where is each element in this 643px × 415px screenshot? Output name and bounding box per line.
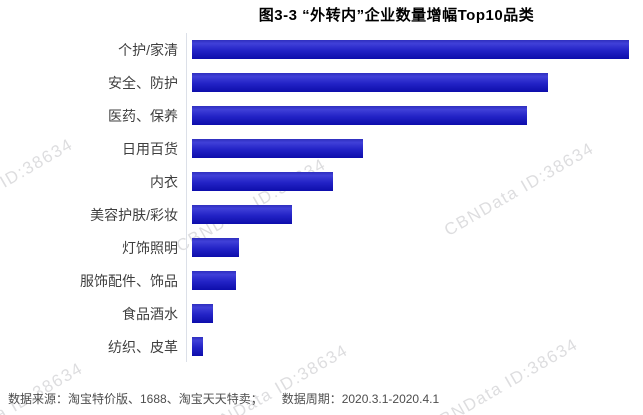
bar-row: 服饰配件、饰品 — [0, 264, 643, 297]
bar — [192, 73, 548, 92]
bar — [192, 304, 213, 323]
bar-row: 日用百货 — [0, 132, 643, 165]
bar-row: 内衣 — [0, 165, 643, 198]
bar-row: 安全、防护 — [0, 66, 643, 99]
bar — [192, 139, 363, 158]
footer-note: 数据来源：淘宝特价版、1688、淘宝天天特卖； 数据周期：2020.3.1-202… — [8, 390, 439, 407]
chart-title: 图3-3 “外转内”企业数量增幅Top10品类 — [258, 7, 535, 24]
category-label: 日用百货 — [122, 140, 178, 157]
y-axis-line — [186, 33, 187, 362]
category-label: 安全、防护 — [108, 74, 178, 91]
bar — [192, 40, 629, 59]
category-label: 医药、保养 — [108, 107, 178, 124]
bar — [192, 271, 236, 290]
category-label: 食品酒水 — [122, 305, 178, 322]
plot-area: 个护/家清安全、防护医药、保养日用百货内衣美容护肤/彩妆灯饰照明服饰配件、饰品食… — [0, 33, 643, 363]
bar-row: 食品酒水 — [0, 297, 643, 330]
bar — [192, 238, 239, 257]
bar — [192, 172, 333, 191]
source-note: 数据来源：淘宝特价版、1688、淘宝天天特卖； — [8, 392, 263, 406]
bar-row: 个护/家清 — [0, 33, 643, 66]
bar — [192, 337, 203, 356]
category-label: 服饰配件、饰品 — [80, 272, 178, 289]
category-label: 内衣 — [150, 173, 178, 190]
category-label: 灯饰照明 — [122, 239, 178, 256]
bar — [192, 106, 527, 125]
category-label: 个护/家清 — [118, 41, 178, 58]
bar-row: 纺织、皮革 — [0, 330, 643, 363]
bar-row: 美容护肤/彩妆 — [0, 198, 643, 231]
category-label: 美容护肤/彩妆 — [90, 206, 178, 223]
bar-row: 灯饰照明 — [0, 231, 643, 264]
bar-row: 医药、保养 — [0, 99, 643, 132]
period-note: 数据周期：2020.3.1-2020.4.1 — [281, 392, 440, 406]
bar — [192, 205, 292, 224]
category-label: 纺织、皮革 — [108, 338, 178, 355]
